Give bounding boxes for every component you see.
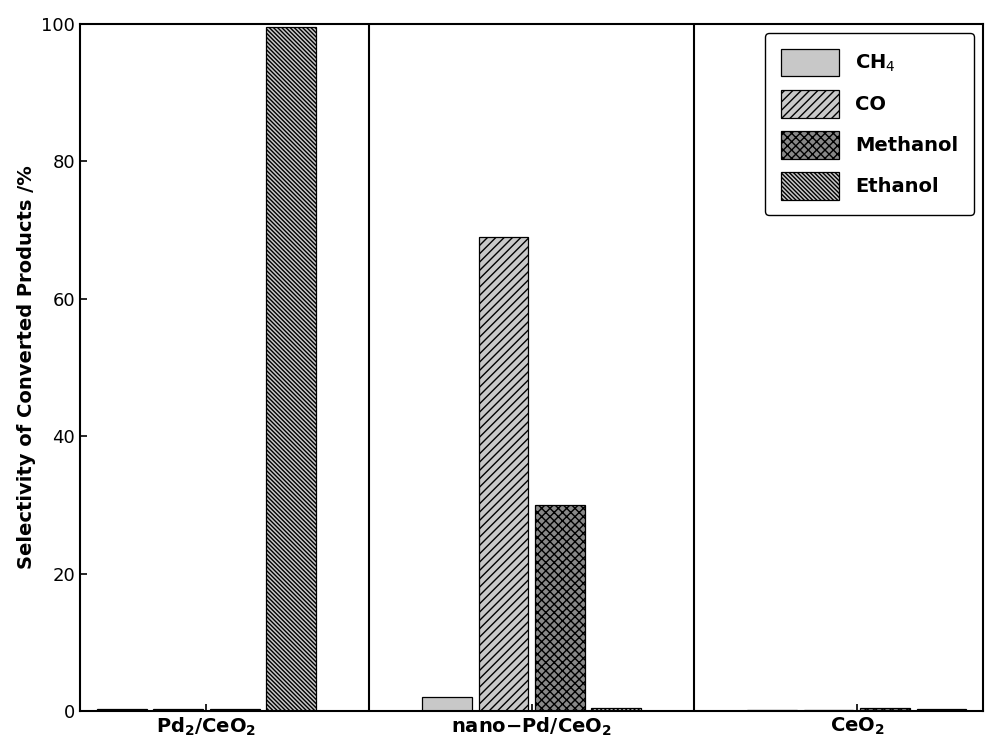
Bar [153,709,203,711]
Bar [97,709,147,711]
Bar [747,710,797,711]
Bar [422,698,472,711]
Legend: CH$_4$, CO, Methanol, Ethanol: CH$_4$, CO, Methanol, Ethanol [765,33,974,215]
Bar [479,237,528,711]
Bar [917,709,966,711]
Y-axis label: Selectivity of Converted Products /%: Selectivity of Converted Products /% [17,165,36,569]
Bar [804,710,853,711]
Bar [591,707,641,711]
Bar [266,27,316,711]
Bar [210,709,260,711]
Bar [860,707,910,711]
Bar [535,505,585,711]
